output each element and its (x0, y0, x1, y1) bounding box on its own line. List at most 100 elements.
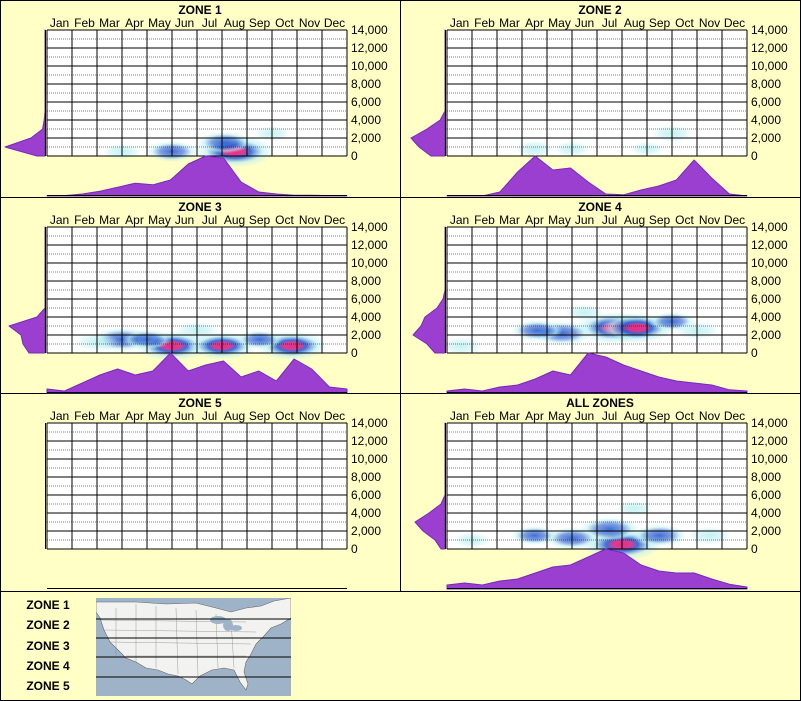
y-tick-label: 6,000 (751, 488, 781, 502)
month-label-sep: Sep (249, 409, 271, 423)
month-label-jul: Jul (202, 16, 217, 30)
map-zone-lines (96, 618, 291, 678)
y-tick-label: 12,000 (751, 238, 788, 252)
legend-zone-5: ZONE 5 (26, 679, 70, 693)
heat-spot (197, 131, 252, 154)
elevation-density-curve (8, 226, 46, 354)
month-label-mar: Mar (499, 213, 520, 227)
month-label-nov: Nov (699, 213, 720, 227)
month-label-jul: Jul (202, 409, 217, 423)
panel-zone-1: ZONE 1 Jan Feb Mar Apr May Jun Jul Aug Sep Oct Nov D… (4, 3, 388, 197)
month-label-apr: Apr (525, 16, 544, 30)
y-tick-label: 2,000 (351, 328, 381, 342)
month-label-dec: Dec (324, 409, 345, 423)
month-label-apr: Apr (125, 213, 144, 227)
panel-title-zone-3: ZONE 3 (178, 200, 222, 214)
panel-all-zones: ALL ZONES Jan Feb Mar Apr May Jun Jul Aug Sep Oct N… (414, 396, 788, 590)
month-label-sep: Sep (249, 213, 271, 227)
legend-zone-4: ZONE 4 (26, 659, 70, 673)
heat-spot (236, 330, 283, 349)
month-label-sep: Sep (649, 213, 671, 227)
y-tick-label: 8,000 (751, 77, 781, 91)
panel-title-zone-5: ZONE 5 (178, 396, 222, 410)
month-density-curve (46, 155, 348, 197)
y-tick-label: 0 (751, 542, 758, 556)
y-tick-label: 10,000 (351, 452, 388, 466)
month-label-may: May (548, 213, 571, 227)
month-label-nov: Nov (299, 16, 320, 30)
y-tick-label: 0 (751, 149, 758, 163)
month-density-curve (446, 155, 748, 197)
month-label-nov: Nov (699, 409, 720, 423)
month-label-jul: Jul (602, 213, 617, 227)
month-label-jan: Jan (450, 213, 469, 227)
y-tick-label: 2,000 (751, 131, 781, 145)
grid-lines (446, 226, 748, 354)
panel-title-all-zones: ALL ZONES (566, 396, 634, 410)
month-label-nov: Nov (299, 409, 320, 423)
y-tick-label: 0 (751, 346, 758, 360)
month-label-mar: Mar (99, 213, 120, 227)
month-label-jul: Jul (202, 213, 217, 227)
heat-spot (616, 501, 653, 516)
month-label-nov: Nov (299, 213, 320, 227)
month-label-oct: Oct (275, 16, 294, 30)
month-label-dec: Dec (724, 409, 745, 423)
y-tick-label: 4,000 (351, 506, 381, 520)
month-label-mar: Mar (99, 409, 120, 423)
month-label-jan: Jan (450, 409, 469, 423)
y-tick-label: 10,000 (351, 59, 388, 73)
heat-spot (632, 524, 687, 547)
y-tick-label: 2,000 (751, 328, 781, 342)
y-tick-label: 12,000 (351, 434, 388, 448)
month-label-aug: Aug (624, 409, 645, 423)
y-tick-label: 14,000 (751, 220, 788, 234)
y-tick-label: 6,000 (751, 292, 781, 306)
month-label-sep: Sep (649, 409, 671, 423)
month-label-oct: Oct (275, 213, 294, 227)
month-label-mar: Mar (499, 16, 520, 30)
grid-lines (46, 226, 348, 354)
grid-lines (446, 29, 748, 157)
y-tick-label: 4,000 (351, 113, 381, 127)
y-tick-label: 10,000 (751, 256, 788, 270)
y-tick-label: 14,000 (751, 416, 788, 430)
y-tick-label: 0 (351, 149, 358, 163)
month-label-sep: Sep (249, 16, 271, 30)
month-label-aug: Aug (624, 16, 645, 30)
month-label-jun: Jun (575, 16, 594, 30)
y-tick-label: 4,000 (751, 506, 781, 520)
month-label-jan: Jan (50, 213, 69, 227)
elevation-density-curve (412, 226, 446, 354)
panel-title-zone-1: ZONE 1 (178, 3, 222, 17)
y-tick-label: 10,000 (351, 256, 388, 270)
heat-spot (511, 526, 558, 545)
month-label-apr: Apr (125, 409, 144, 423)
month-label-dec: Dec (324, 213, 345, 227)
heat-spot (687, 526, 732, 545)
month-label-jul: Jul (602, 409, 617, 423)
heat-spot (511, 320, 563, 341)
y-tick-label: 8,000 (351, 77, 381, 91)
y-tick-label: 4,000 (751, 310, 781, 324)
elevation-density-curve (414, 422, 446, 550)
month-label-nov: Nov (699, 16, 720, 30)
month-label-jun: Jun (575, 409, 594, 423)
y-tick-label: 4,000 (751, 113, 781, 127)
month-label-feb: Feb (74, 213, 95, 227)
y-tick-label: 14,000 (351, 220, 388, 234)
y-tick-label: 6,000 (351, 292, 381, 306)
month-label-jan: Jan (50, 409, 69, 423)
month-label-aug: Aug (224, 213, 245, 227)
month-label-jul: Jul (602, 16, 617, 30)
month-label-oct: Oct (275, 409, 294, 423)
map-borders (99, 604, 257, 677)
month-label-jun: Jun (175, 16, 194, 30)
heat-spot (565, 304, 604, 321)
month-label-dec: Dec (324, 16, 345, 30)
y-tick-label: 8,000 (751, 470, 781, 484)
y-tick-label: 6,000 (351, 95, 381, 109)
y-tick-label: 14,000 (751, 23, 788, 37)
month-label-mar: Mar (499, 409, 520, 423)
